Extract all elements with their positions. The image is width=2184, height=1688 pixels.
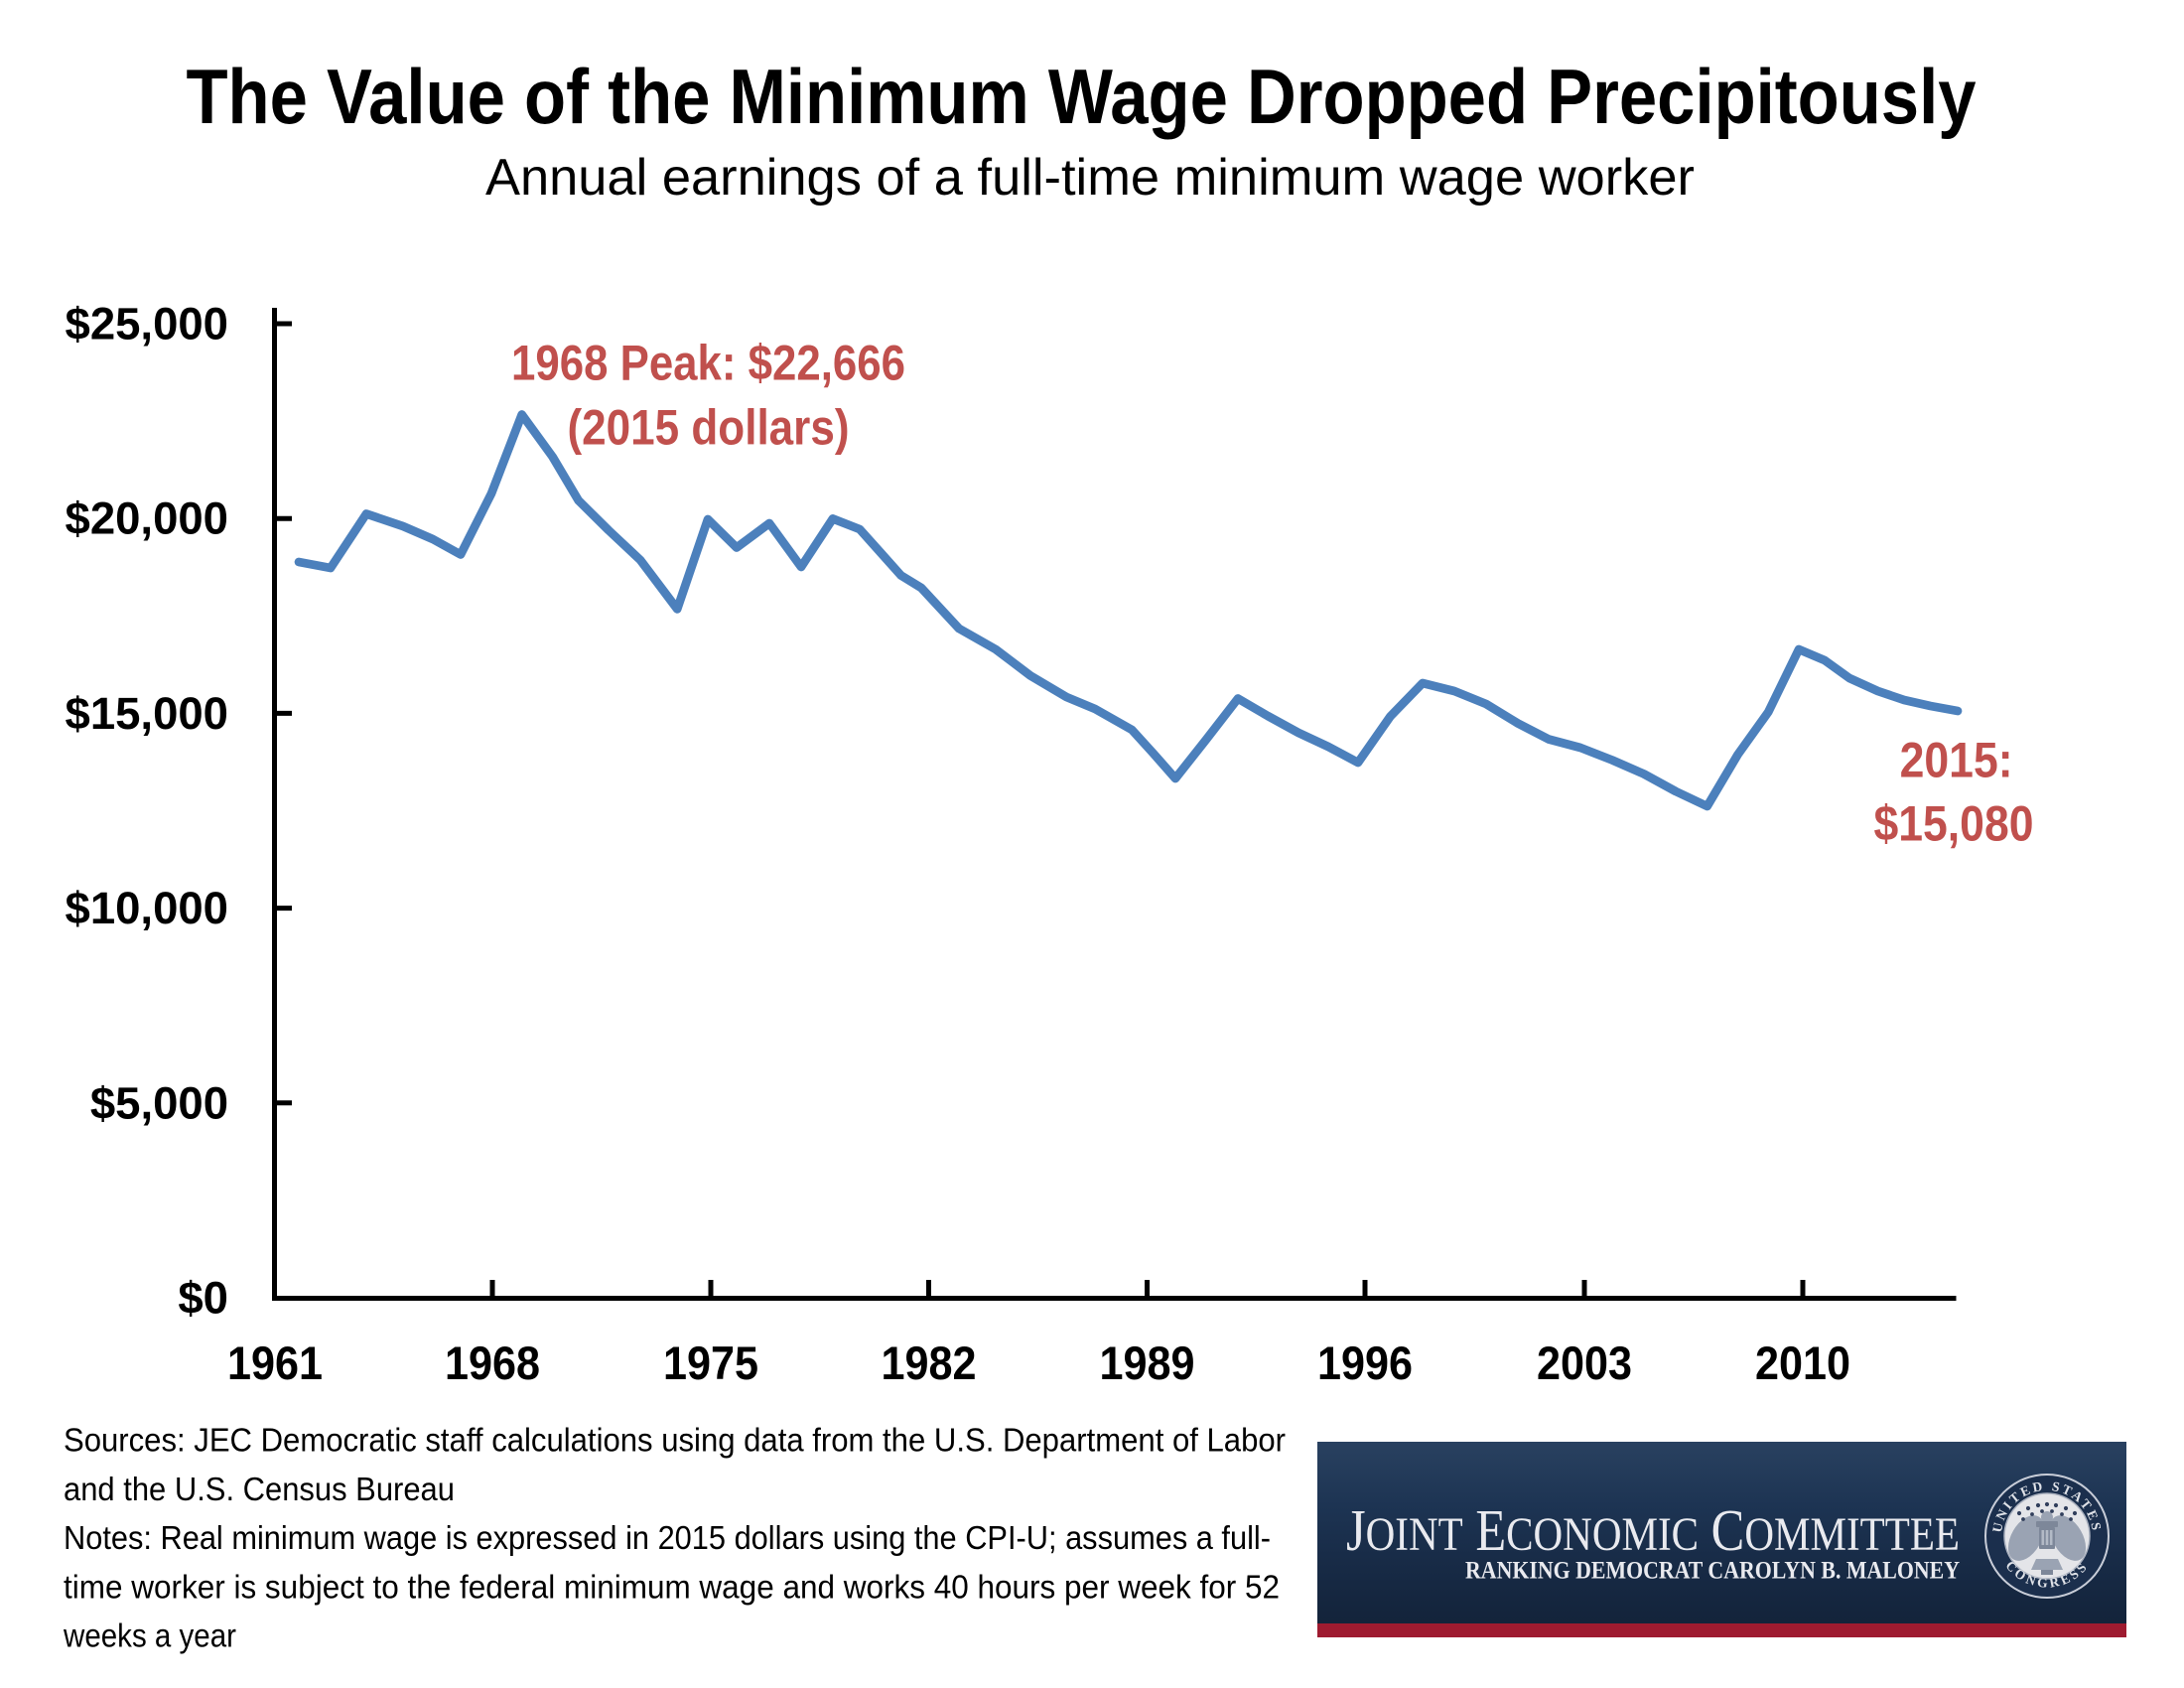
svg-text:2015:: 2015: (1900, 733, 2013, 788)
svg-text:(2015 dollars): (2015 dollars) (568, 400, 850, 456)
svg-text:$0: $0 (178, 1273, 228, 1324)
svg-text:$10,000: $10,000 (66, 883, 228, 933)
svg-text:weeks a year: weeks a year (63, 1618, 236, 1655)
svg-text:1968 Peak: $22,666: 1968 Peak: $22,666 (511, 335, 905, 390)
svg-text:1961: 1961 (227, 1336, 323, 1389)
svg-text:1982: 1982 (882, 1336, 977, 1389)
svg-text:time worker is subject to the: time worker is subject to the federal mi… (64, 1569, 1280, 1606)
svg-text:1989: 1989 (1100, 1336, 1195, 1389)
svg-text:Annual earnings of a full-time: Annual earnings of a full-time minimum w… (485, 149, 1695, 207)
svg-text:RANKING DEMOCRAT CAROLYN B. MA: RANKING DEMOCRAT CAROLYN B. MALONEY (1465, 1558, 1960, 1585)
svg-text:Notes: Real minimum wage is ex: Notes: Real minimum wage is expressed in… (64, 1520, 1271, 1557)
svg-text:$25,000: $25,000 (66, 299, 228, 350)
svg-text:and the U.S. Census Bureau: and the U.S. Census Bureau (64, 1472, 455, 1508)
svg-text:$20,000: $20,000 (66, 493, 228, 544)
svg-text:2003: 2003 (1537, 1336, 1632, 1389)
svg-text:1968: 1968 (445, 1336, 540, 1389)
svg-text:1975: 1975 (663, 1336, 758, 1389)
svg-text:Sources: JEC Democratic staff: Sources: JEC Democratic staff calculatio… (64, 1423, 1286, 1460)
svg-text:2010: 2010 (1755, 1336, 1850, 1389)
svg-text:The Value of the Minimum Wage: The Value of the Minimum Wage Dropped Pr… (187, 53, 1977, 140)
svg-text:$5,000: $5,000 (90, 1077, 228, 1128)
svg-text:1996: 1996 (1317, 1336, 1413, 1389)
svg-text:JOINT ECONOMIC COMMITTEE: JOINT ECONOMIC COMMITTEE (1346, 1497, 1960, 1563)
svg-text:$15,000: $15,000 (66, 688, 228, 739)
svg-text:$15,080: $15,080 (1874, 796, 2034, 852)
